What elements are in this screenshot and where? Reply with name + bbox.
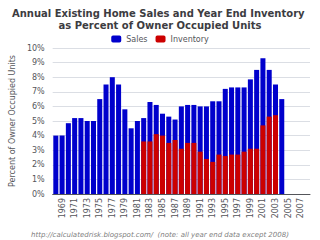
svg-text:http://calculatedrisk.blogspot: http://calculatedrisk.blogspot.com/ (not… <box>31 231 289 239</box>
svg-text:10%: 10% <box>27 44 45 53</box>
svg-text:1993: 1993 <box>208 198 217 218</box>
svg-text:3%: 3% <box>32 146 45 155</box>
svg-text:1971: 1971 <box>70 198 79 218</box>
svg-text:1977: 1977 <box>108 198 117 218</box>
svg-text:Inventory: Inventory <box>171 35 209 44</box>
svg-text:8%: 8% <box>32 73 45 82</box>
svg-text:7%: 7% <box>32 87 45 96</box>
svg-text:1999: 1999 <box>246 198 255 218</box>
svg-text:1975: 1975 <box>95 198 104 218</box>
svg-text:2003: 2003 <box>271 198 280 218</box>
svg-text:0%: 0% <box>32 190 45 199</box>
svg-text:2007: 2007 <box>296 198 305 218</box>
svg-text:1979: 1979 <box>120 198 129 218</box>
svg-text:as Percent of Owner Occupied U: as Percent of Owner Occupied Units <box>59 20 262 31</box>
svg-text:1991: 1991 <box>196 198 205 218</box>
svg-text:Sales: Sales <box>126 35 147 44</box>
svg-text:9%: 9% <box>32 58 45 67</box>
svg-text:1969: 1969 <box>58 198 67 218</box>
svg-text:1973: 1973 <box>83 198 92 218</box>
svg-text:1%: 1% <box>32 175 45 184</box>
svg-text:1989: 1989 <box>183 198 192 218</box>
svg-text:1987: 1987 <box>171 198 180 218</box>
svg-text:Percent of Owner Occupied Unit: Percent of Owner Occupied Units <box>8 55 17 187</box>
svg-text:4%: 4% <box>32 131 45 140</box>
svg-text:2005: 2005 <box>284 198 293 218</box>
svg-text:1985: 1985 <box>158 198 167 218</box>
svg-text:5%: 5% <box>32 117 45 126</box>
svg-text:2%: 2% <box>32 160 45 169</box>
svg-text:Annual Existing Home Sales and: Annual Existing Home Sales and Year End … <box>12 8 308 19</box>
svg-text:1981: 1981 <box>133 198 142 218</box>
svg-text:6%: 6% <box>32 102 45 111</box>
svg-text:1983: 1983 <box>145 198 154 218</box>
svg-text:1995: 1995 <box>221 198 230 218</box>
svg-text:2001: 2001 <box>258 198 267 218</box>
svg-text:1997: 1997 <box>233 198 242 218</box>
